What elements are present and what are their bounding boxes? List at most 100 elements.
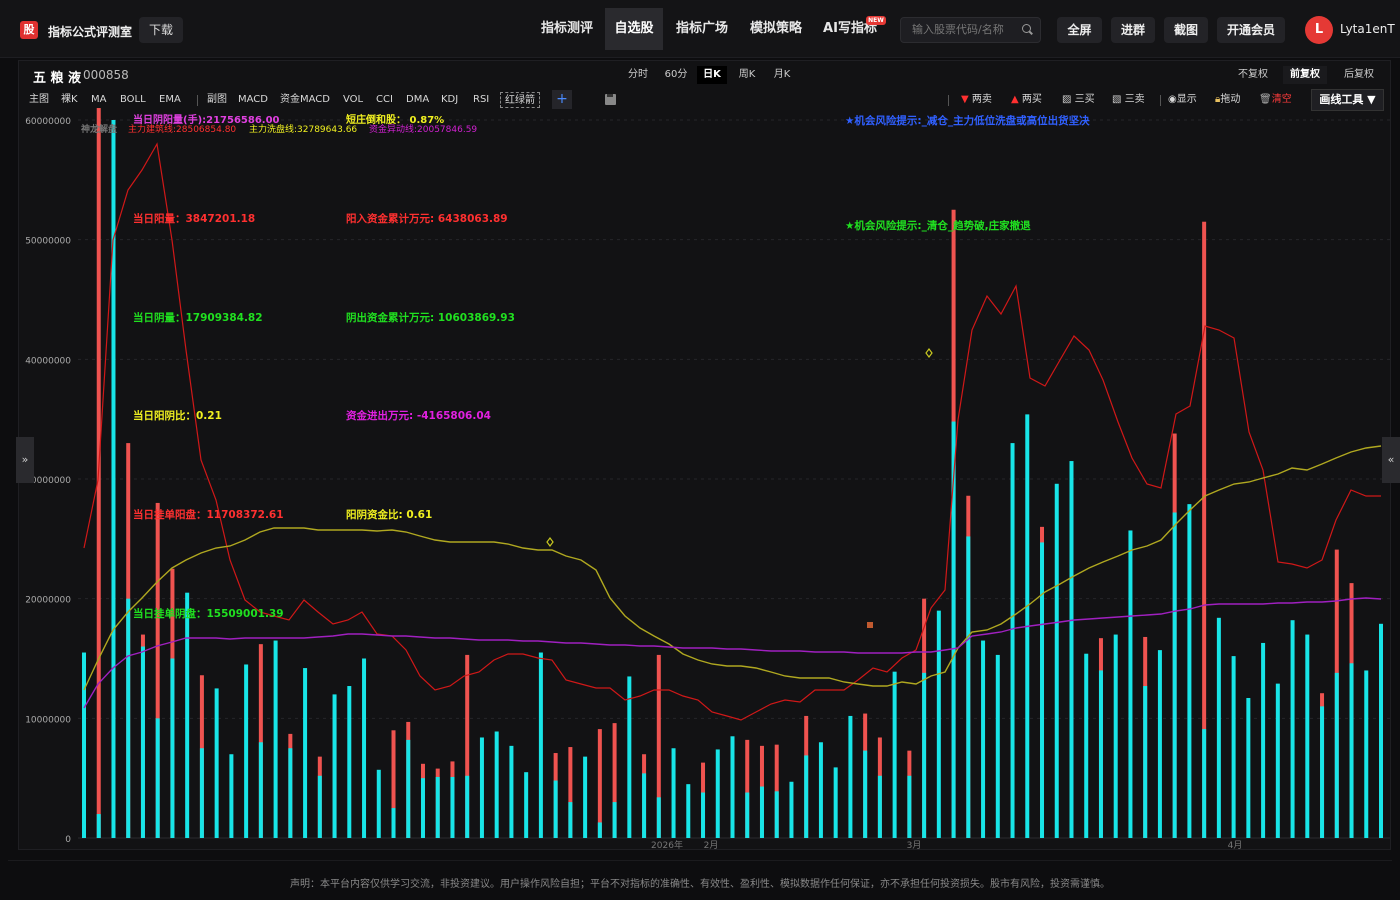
info-label: 阳入资金累计万元: 6438063.89 — [346, 212, 508, 225]
cyan-volume-bar — [317, 775, 322, 838]
period-daily[interactable]: 日K — [697, 66, 727, 84]
cyan-volume-bar — [1010, 443, 1015, 838]
cyan-volume-bar — [701, 792, 706, 838]
cyan-volume-bar — [155, 718, 160, 838]
join-group-button[interactable]: 进群 — [1111, 17, 1155, 43]
legend-wash: 主力洗盘线:32789643.66 — [249, 123, 357, 135]
cyan-volume-bar — [1364, 670, 1369, 838]
period-60min[interactable]: 60分 — [664, 69, 688, 80]
cyan-volume-bar — [509, 745, 514, 838]
fq-backward[interactable]: 后复权 — [1344, 69, 1374, 80]
three-sell-tool[interactable]: ▧ 三卖 — [1112, 92, 1145, 108]
chart-down-icon: ▧ — [1112, 94, 1125, 105]
cyan-volume-bar — [1128, 530, 1133, 838]
drag-tool[interactable]: 🔒︎拖动 — [1215, 92, 1240, 108]
ind-macd[interactable]: MACD — [238, 94, 268, 105]
show-tool[interactable]: ◉显示 — [1168, 92, 1197, 108]
fullscreen-button[interactable]: 全屏 — [1057, 17, 1102, 43]
cyan-volume-bar — [936, 610, 941, 838]
ind-rsi[interactable]: RSI — [473, 94, 490, 105]
ind-fund-macd[interactable]: 资金MACD — [280, 94, 330, 105]
ind-sub[interactable]: 副图 — [207, 94, 227, 105]
username[interactable]: Lyta1enT — [1340, 22, 1395, 36]
cyan-volume-bar — [332, 694, 337, 838]
two-sell-tool[interactable]: ▼ 两卖 — [961, 92, 992, 108]
two-buy-tool[interactable]: ▲ 两买 — [1011, 92, 1042, 108]
search-input[interactable]: 输入股票代码/名称 — [900, 17, 1041, 43]
ind-kdj[interactable]: KDJ — [441, 94, 459, 105]
cyan-volume-bar — [538, 652, 543, 838]
cyan-volume-bar — [995, 654, 1000, 838]
three-buy-tool[interactable]: ▨ 三买 — [1062, 92, 1095, 108]
risk-notice-clear: ★机会风险提示:_清仓_趋势破,庄家撤退 — [845, 219, 1031, 232]
ind-bare-k[interactable]: 裸K — [61, 94, 78, 105]
cyan-volume-bar — [907, 775, 912, 838]
cyan-volume-bar — [745, 792, 750, 838]
period-weekly[interactable]: 周K — [738, 69, 756, 80]
ind-dma[interactable]: DMA — [406, 94, 430, 105]
cyan-volume-bar — [126, 598, 131, 838]
nav-ai-indicator[interactable]: AI写指标 — [823, 21, 877, 36]
expand-right-tab[interactable]: « — [1382, 437, 1400, 483]
fq-none[interactable]: 不复权 — [1238, 69, 1268, 80]
draw-tool-dropdown[interactable]: 画线工具 ▼ — [1311, 89, 1384, 111]
period-monthly[interactable]: 月K — [773, 69, 791, 80]
nav-indicator-review[interactable]: 指标测评 — [540, 21, 593, 36]
cyan-volume-bar — [479, 737, 484, 838]
y-tick-label: 20000000 — [25, 596, 71, 606]
ind-cci[interactable]: CCI — [376, 94, 393, 105]
red-volume-bar — [568, 747, 573, 838]
cyan-volume-bar — [1334, 672, 1339, 838]
save-icon[interactable] — [605, 94, 616, 105]
membership-button[interactable]: 开通会员 — [1217, 17, 1285, 43]
search-icon[interactable] — [1022, 24, 1031, 33]
nav-watchlist[interactable]: 自选股 — [605, 8, 663, 50]
cyan-volume-bar — [627, 676, 632, 838]
ind-ema[interactable]: EMA — [159, 94, 181, 105]
ind-boll[interactable]: BOLL — [120, 94, 146, 105]
cyan-volume-bar — [199, 748, 204, 838]
cyan-volume-bar — [465, 775, 470, 838]
ind-main[interactable]: 主图 — [29, 94, 49, 105]
cyan-volume-bar — [435, 776, 440, 838]
clear-tool[interactable]: 🗑︎清空 — [1259, 92, 1292, 108]
avatar[interactable]: L — [1305, 16, 1333, 44]
cyan-volume-bar — [1305, 634, 1310, 838]
red-volume-bar — [745, 739, 750, 838]
footer-divider — [8, 860, 1392, 861]
cyan-volume-bar — [553, 780, 558, 838]
cyan-volume-bar — [494, 731, 499, 838]
expand-left-tab[interactable]: » — [16, 437, 34, 483]
cyan-volume-bar — [376, 769, 381, 838]
download-button[interactable]: 下载 — [139, 17, 183, 43]
cyan-volume-bar — [1098, 670, 1103, 838]
ind-vol[interactable]: VOL — [343, 94, 364, 105]
nav-indicator-square[interactable]: 指标广场 — [675, 21, 728, 36]
cyan-volume-bar — [642, 773, 647, 838]
info-label: 阳阴资金比: 0.61 — [346, 508, 432, 521]
y-tick-label: 0 — [65, 835, 71, 845]
fq-forward[interactable]: 前复权 — [1283, 66, 1327, 84]
cyan-volume-bar — [583, 756, 588, 838]
ind-red-green-arrow[interactable]: 红绿箭 — [500, 92, 540, 108]
cyan-volume-bar — [1349, 663, 1354, 838]
screenshot-button[interactable]: 截图 — [1164, 17, 1208, 43]
cyan-volume-bar — [347, 686, 352, 838]
cyan-volume-bar — [715, 749, 720, 838]
separator — [1160, 95, 1161, 106]
top-bar: 股 指标公式评测室 下载 指标测评 自选股 指标广场 模拟策略 AI写指标 NE… — [0, 0, 1400, 58]
trash-icon: 🗑︎ — [1259, 94, 1272, 105]
chart-up-icon: ▨ — [1062, 94, 1075, 105]
cyan-volume-bar — [185, 592, 190, 838]
add-indicator-button[interactable]: + — [552, 90, 572, 109]
nav-sim-strategy[interactable]: 模拟策略 — [749, 21, 802, 36]
cyan-volume-bar — [111, 120, 116, 838]
red-volume-bar — [465, 654, 470, 838]
period-intraday[interactable]: 分时 — [628, 69, 648, 80]
ind-ma[interactable]: MA — [91, 94, 107, 105]
three-sell-label: 三卖 — [1124, 94, 1145, 105]
legend-main-force: 主力建筑线:28506854.80 — [128, 123, 236, 135]
show-label: 显示 — [1176, 94, 1197, 105]
legend-daily-volume: 当日阴阳量(手):21756586.00 — [133, 113, 280, 126]
